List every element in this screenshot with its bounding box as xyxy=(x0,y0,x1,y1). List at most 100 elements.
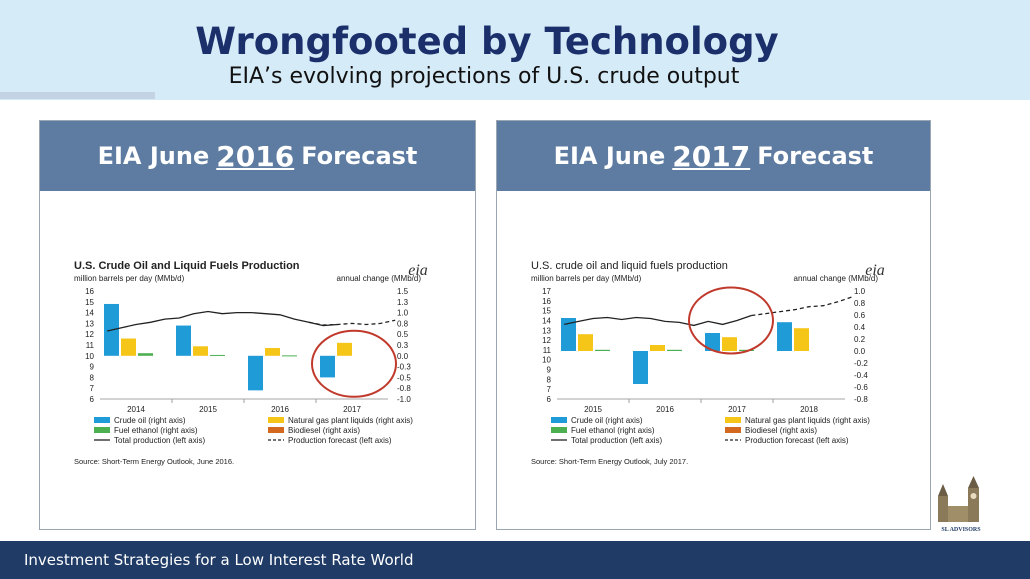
right-tick-label: -0.5 xyxy=(397,373,411,382)
right-tick-label: -0.8 xyxy=(854,395,868,404)
slide-title-text: Wrongfooted by Technology xyxy=(195,20,779,63)
legend-swatch xyxy=(725,427,741,433)
right-tick-label: -0.4 xyxy=(854,371,868,380)
left-tick-label: 16 xyxy=(85,287,94,296)
bar-crude xyxy=(561,318,576,351)
right-axis-label: annual change (MMb/d) xyxy=(794,274,879,283)
chart-source: Source: Short-Term Energy Outlook, July … xyxy=(531,457,688,466)
bar-crude xyxy=(633,351,648,384)
left-tick-label: 13 xyxy=(542,326,551,335)
right-tick-label: 0.8 xyxy=(397,319,409,328)
legend-label: Crude oil (right axis) xyxy=(114,416,186,425)
production-forecast-line xyxy=(751,296,853,317)
bar-fuel xyxy=(138,353,153,356)
panel-header-suffix: Forecast xyxy=(757,142,874,170)
highlight-circle xyxy=(688,286,774,355)
bar-natural xyxy=(265,348,280,356)
panel-header-year: 2017 xyxy=(672,139,751,173)
legend-label: Fuel ethanol (right axis) xyxy=(114,426,198,435)
left-tick-label: 15 xyxy=(85,298,94,307)
panel-header-prefix: EIA June xyxy=(553,142,666,170)
left-tick-label: 9 xyxy=(547,366,552,375)
right-tick-label: 0.0 xyxy=(854,347,866,356)
bar-crude xyxy=(248,355,263,391)
x-tick-label: 2015 xyxy=(199,405,217,414)
legend-label: Natural gas plant liquids (right axis) xyxy=(288,416,413,425)
x-tick-label: 2014 xyxy=(127,405,145,414)
legend-label: Total production (left axis) xyxy=(571,436,662,445)
chart-source: Source: Short-Term Energy Outlook, June … xyxy=(74,457,234,466)
chart-2017: U.S. crude oil and liquid fuels producti… xyxy=(531,260,885,466)
bar-natural xyxy=(121,338,136,356)
total-production-line xyxy=(564,314,752,327)
left-tick-label: 8 xyxy=(547,375,552,384)
left-tick-label: 13 xyxy=(85,319,94,328)
bar-natural xyxy=(337,342,352,356)
legend-label: Total production (left axis) xyxy=(114,436,205,445)
legend-label: Production forecast (left axis) xyxy=(745,436,849,445)
panel-header: EIA June 2017 Forecast xyxy=(497,121,930,191)
left-tick-label: 12 xyxy=(542,336,551,345)
left-tick-label: 7 xyxy=(547,385,552,394)
panel-header-year: 2016 xyxy=(216,139,295,173)
x-tick-label: 2015 xyxy=(584,405,602,414)
legend-swatch xyxy=(551,427,567,433)
x-tick-label: 2018 xyxy=(800,405,818,414)
left-tick-label: 14 xyxy=(542,316,551,325)
highlight-circle xyxy=(311,329,397,398)
right-tick-label: 0.6 xyxy=(854,311,866,320)
slide-title: Wrongfooted by Technology xyxy=(0,20,1030,63)
left-tick-label: 7 xyxy=(90,384,95,393)
bar-crude xyxy=(705,333,720,351)
bar-natural xyxy=(193,346,208,356)
eia-logo: eia xyxy=(865,262,885,279)
left-tick-label: 8 xyxy=(90,373,95,382)
x-tick-label: 2016 xyxy=(656,405,674,414)
right-tick-label: 0.5 xyxy=(397,330,409,339)
right-tick-label: 1.0 xyxy=(397,309,409,318)
left-tick-label: 17 xyxy=(542,287,551,296)
legend-swatch xyxy=(268,427,284,433)
slide-subtitle-text: EIA’s evolving projections of U.S. crude… xyxy=(228,64,740,89)
left-tick-label: 11 xyxy=(543,346,552,355)
right-tick-label: -0.3 xyxy=(397,363,411,372)
left-tick-label: 11 xyxy=(86,341,95,350)
right-tick-label: 0.2 xyxy=(854,335,866,344)
right-tick-label: 0.8 xyxy=(854,299,866,308)
panel-2016-forecast: EIA June 2016 Forecast U.S. Crude Oil an… xyxy=(39,120,476,530)
panel-header-prefix: EIA June xyxy=(97,142,210,170)
legend-label: Production forecast (left axis) xyxy=(288,436,392,445)
x-tick-label: 2016 xyxy=(271,405,289,414)
left-axis-label: million barrels per day (MMb/d) xyxy=(74,274,185,283)
header-band xyxy=(0,0,1030,100)
total-production-line xyxy=(107,310,338,332)
bar-crude xyxy=(320,355,335,378)
legend-swatch xyxy=(94,427,110,433)
panel-header-suffix: Forecast xyxy=(301,142,418,170)
footer-bar: Investment Strategies for a Low Interest… xyxy=(0,541,1030,579)
legend-label: Biodiesel (right axis) xyxy=(745,426,817,435)
right-tick-label: -0.8 xyxy=(397,384,411,393)
sl-advisors-logo: SL ADVISORS xyxy=(938,476,981,533)
right-tick-label: 0.0 xyxy=(397,352,409,361)
left-tick-label: 15 xyxy=(542,307,551,316)
left-tick-label: 12 xyxy=(85,330,94,339)
left-tick-label: 16 xyxy=(542,297,551,306)
legend-label: Crude oil (right axis) xyxy=(571,416,643,425)
right-tick-label: 1.3 xyxy=(397,298,409,307)
eia-logo: eia xyxy=(408,262,428,279)
logo-text: SL ADVISORS xyxy=(941,527,981,533)
right-tick-label: -0.2 xyxy=(854,359,868,368)
right-axis-label: annual change (MMb/d) xyxy=(337,274,422,283)
chart-title: U.S. crude oil and liquid fuels producti… xyxy=(531,260,728,272)
legend-label: Fuel ethanol (right axis) xyxy=(571,426,655,435)
left-tick-label: 6 xyxy=(90,395,95,404)
right-tick-label: -0.6 xyxy=(854,383,868,392)
chart-2016: U.S. Crude Oil and Liquid Fuels Producti… xyxy=(74,260,428,466)
panel-header: EIA June 2016 Forecast xyxy=(40,121,475,191)
bar-natural xyxy=(794,328,809,351)
bar-crude xyxy=(176,325,191,356)
legend-swatch xyxy=(551,417,567,423)
x-tick-label: 2017 xyxy=(343,405,361,414)
footer-text: Investment Strategies for a Low Interest… xyxy=(24,551,414,569)
